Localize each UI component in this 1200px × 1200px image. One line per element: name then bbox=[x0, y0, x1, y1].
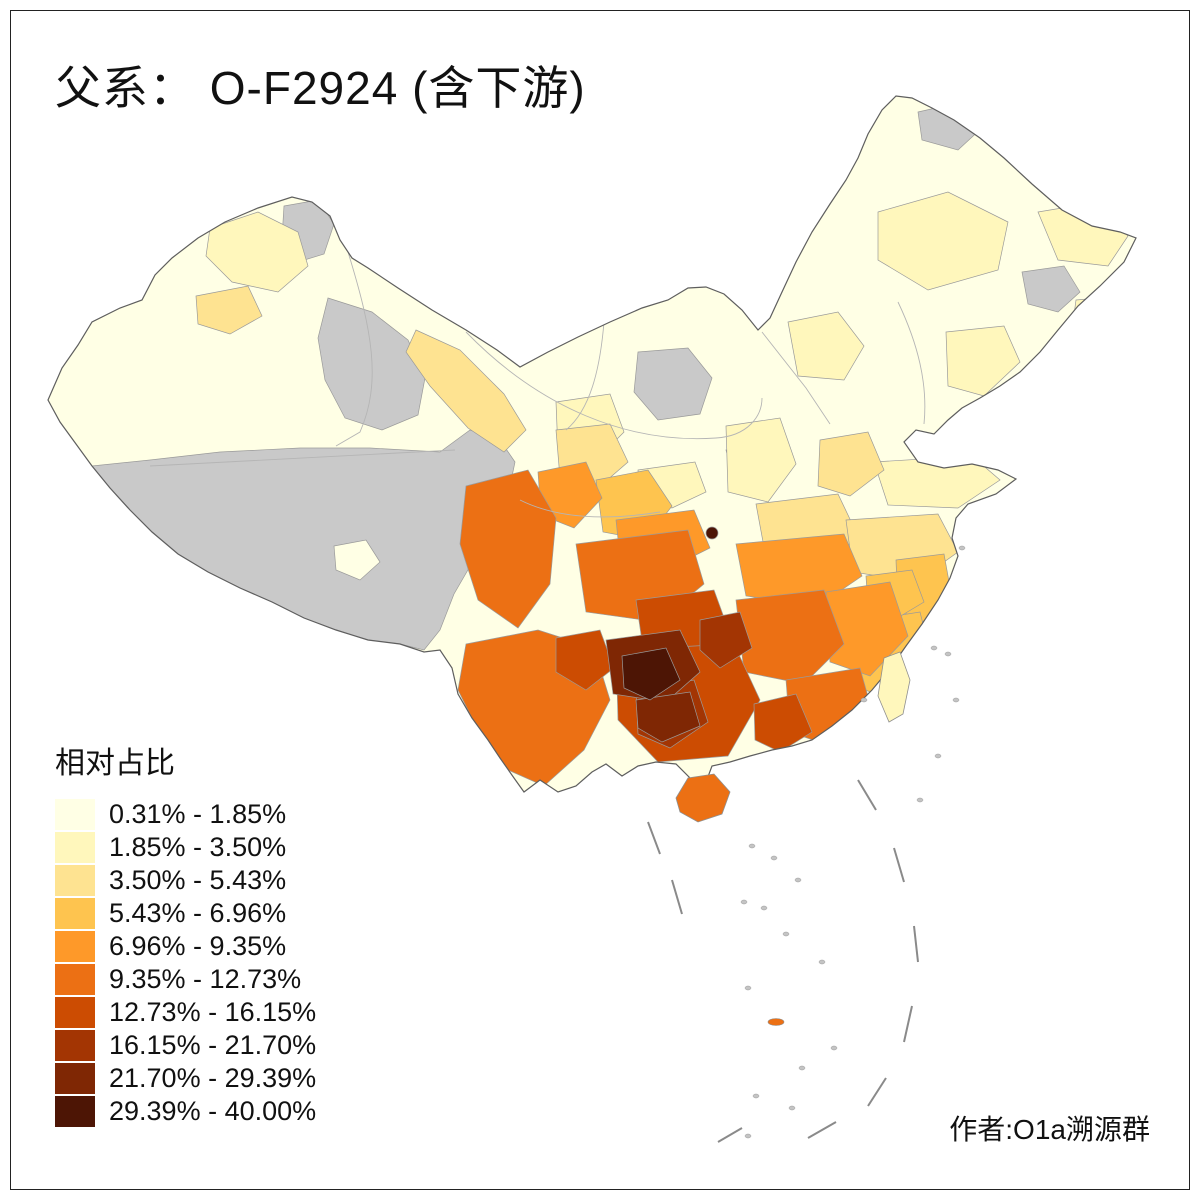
region-hexi-corridor-b3 bbox=[405, 329, 527, 453]
mainland-outline bbox=[47, 95, 1137, 794]
region-east-innermongolia-b2 bbox=[787, 311, 865, 381]
legend-label: 9.35% - 12.73% bbox=[109, 964, 302, 994]
region-west-sichuan-b6 bbox=[459, 469, 557, 629]
legend-swatch bbox=[55, 898, 95, 929]
legend-label: 16.15% - 21.70% bbox=[109, 1030, 317, 1060]
region-south-xinjiang-nodata bbox=[317, 297, 426, 431]
region-hotspot-core-b10 bbox=[621, 647, 681, 701]
region-liaoning-b2 bbox=[945, 325, 1021, 397]
nine-dash-line bbox=[647, 779, 919, 1143]
legend-swatch bbox=[55, 1030, 95, 1061]
legend-swatch bbox=[55, 964, 95, 995]
region-shanxi-b2 bbox=[725, 417, 797, 503]
page-title: 父系： O-F2924 (含下游) bbox=[55, 62, 586, 114]
legend-label: 1.85% - 3.50% bbox=[109, 832, 287, 862]
legend-swatch bbox=[55, 865, 95, 896]
region-south-sea-orange-island bbox=[767, 1018, 785, 1026]
region-inner-mongolia-nodata bbox=[633, 347, 713, 421]
legend-label: 6.96% - 9.35% bbox=[109, 931, 287, 961]
legend-swatch bbox=[55, 1096, 95, 1127]
region-west-hunan-b8 bbox=[699, 611, 753, 669]
legend-label: 21.70% - 29.39% bbox=[109, 1063, 317, 1093]
island-specks bbox=[740, 545, 966, 1139]
legend-label: 29.39% - 40.00% bbox=[109, 1096, 317, 1126]
region-xinjiang-yellow-b3 bbox=[195, 285, 263, 335]
legend-item: 12.73% - 16.15% bbox=[55, 996, 316, 1029]
region-pearl-delta-b7 bbox=[753, 693, 813, 753]
legend-item: 0.31% - 1.85% bbox=[55, 798, 316, 831]
legend: 相对占比 0.31% - 1.85% 1.85% - 3.50% 3.50% -… bbox=[55, 738, 316, 1128]
author-credit: 作者:O1a溯源群 bbox=[949, 1114, 1150, 1145]
legend-item: 9.35% - 12.73% bbox=[55, 963, 316, 996]
legend-title: 相对占比 bbox=[55, 747, 175, 780]
region-taiwan bbox=[877, 651, 911, 723]
region-east-yunnan-b7 bbox=[555, 629, 615, 691]
legend-item: 21.70% - 29.39% bbox=[55, 1062, 316, 1095]
legend-item: 16.15% - 21.70% bbox=[55, 1029, 316, 1062]
region-hebei-b3 bbox=[817, 431, 885, 497]
legend-item: 5.43% - 6.96% bbox=[55, 897, 316, 930]
region-north-xinjiang-b2 bbox=[205, 211, 309, 293]
region-heilongjiang-b2 bbox=[877, 191, 1009, 291]
legend-label: 5.43% - 6.96% bbox=[109, 898, 287, 928]
legend-swatch bbox=[55, 997, 95, 1028]
region-shandong-b2 bbox=[873, 455, 1001, 509]
legend-label: 12.73% - 16.15% bbox=[109, 997, 317, 1027]
region-hainan bbox=[675, 773, 731, 823]
legend-swatch bbox=[55, 931, 95, 962]
region-tibet-pale-patch bbox=[333, 539, 381, 581]
legend-swatch bbox=[55, 832, 95, 863]
legend-item: 29.39% - 40.00% bbox=[55, 1095, 316, 1128]
legend-label: 3.50% - 5.43% bbox=[109, 865, 287, 895]
province-borders bbox=[149, 251, 926, 518]
legend-swatch bbox=[55, 1063, 95, 1094]
region-hunan-b6 bbox=[735, 589, 845, 685]
legend-item: 1.85% - 3.50% bbox=[55, 831, 316, 864]
region-guangxi-dark-b9 bbox=[635, 691, 701, 743]
legend-item: 6.96% - 9.35% bbox=[55, 930, 316, 963]
legend-label: 0.31% - 1.85% bbox=[109, 799, 287, 829]
legend-item: 3.50% - 5.43% bbox=[55, 864, 316, 897]
legend-swatch bbox=[55, 799, 95, 830]
region-east-ne-nodata bbox=[1021, 265, 1081, 313]
region-hubei-dark-dot-b10 bbox=[705, 526, 719, 540]
